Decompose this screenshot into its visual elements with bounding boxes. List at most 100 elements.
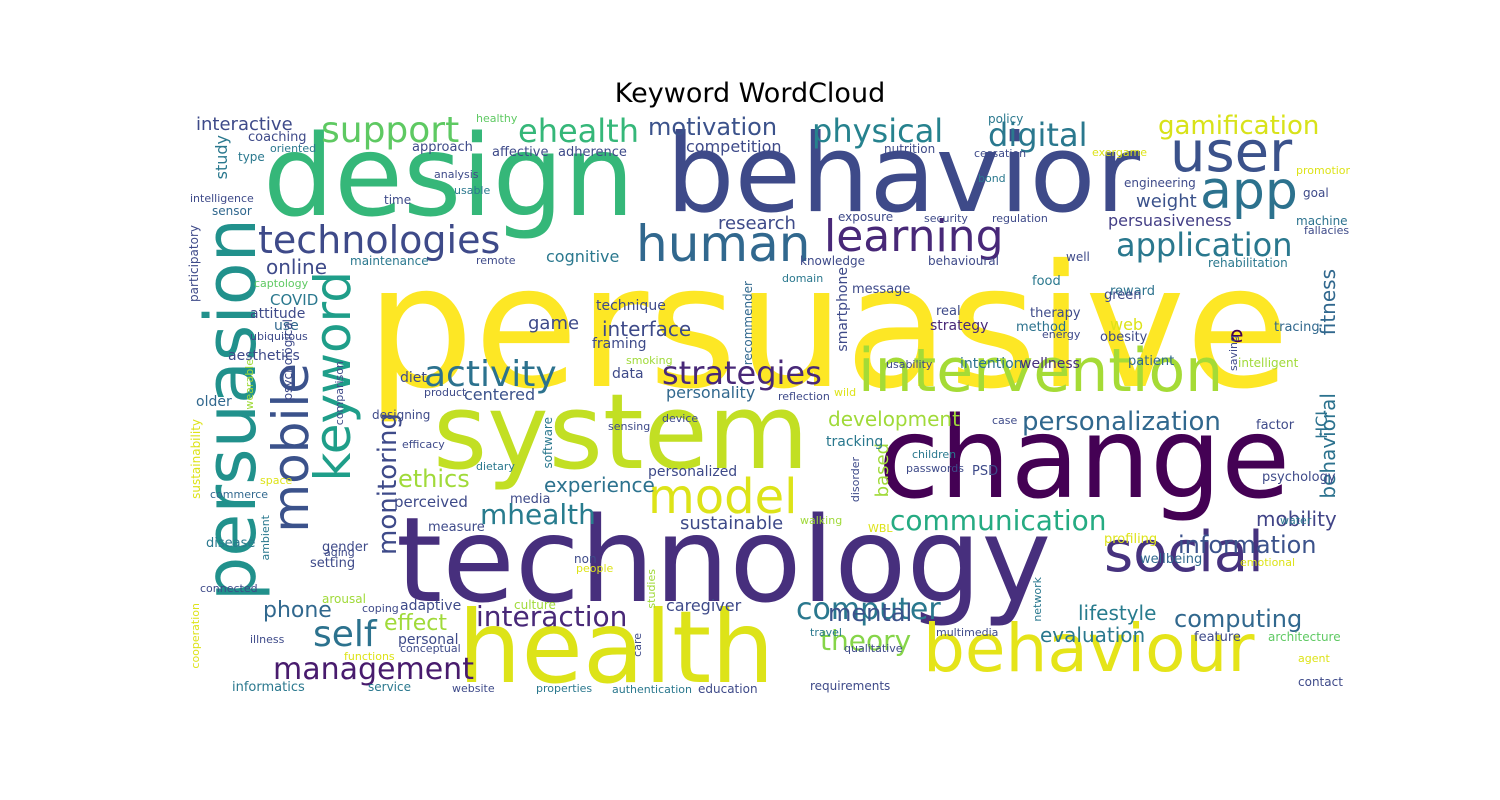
- word-motivation: motivation: [648, 113, 778, 141]
- word-framing: framing: [592, 336, 647, 352]
- word-exergame: exergame: [1092, 146, 1148, 159]
- word-activity: activity: [424, 354, 557, 395]
- word-analysis: analysis: [434, 168, 479, 181]
- word-behavior: behavior: [666, 113, 1141, 237]
- word-network: network: [1031, 577, 1044, 622]
- word-adaptive: adaptive: [400, 598, 462, 614]
- word-wild: wild: [834, 386, 857, 399]
- word-mental: mental: [828, 599, 913, 627]
- word-diet: diet: [400, 370, 427, 386]
- word-strategies: strategies: [662, 354, 822, 392]
- word-qualitative: qualitative: [844, 642, 903, 655]
- word-disease: disease: [206, 536, 256, 551]
- word-water: water: [1280, 514, 1312, 527]
- word-agent: agent: [1298, 652, 1330, 665]
- word-wellbeing: wellbeing: [1140, 552, 1203, 567]
- word-efficacy: efficacy: [402, 438, 445, 451]
- word-message: message: [852, 282, 911, 297]
- word-green: green: [1104, 288, 1142, 303]
- word-comparison: comparison: [333, 361, 346, 426]
- word-therapy: therapy: [1030, 306, 1081, 321]
- word-personalized: personalized: [648, 464, 738, 480]
- word-ehealth: ehealth: [518, 113, 639, 150]
- word-psychological: psychological: [281, 319, 295, 401]
- word-obesity: obesity: [1100, 330, 1148, 345]
- word-user: user: [1170, 120, 1293, 185]
- word-mobility: mobility: [1256, 507, 1337, 531]
- word-media: media: [510, 492, 551, 507]
- word-service: service: [368, 680, 411, 694]
- word-approach: approach: [412, 140, 473, 155]
- word-designing: designing: [372, 408, 431, 422]
- word-self: self: [313, 614, 377, 655]
- figure-title: Keyword WordCloud: [614, 78, 886, 109]
- word-intention: intention: [960, 356, 1023, 372]
- word-walking: walking: [800, 514, 843, 527]
- word-perceived: perceived: [394, 493, 468, 511]
- word-properties: properties: [536, 682, 593, 695]
- word-tracing: tracing: [1274, 320, 1320, 335]
- word-cognitive: cognitive: [546, 247, 620, 266]
- word-adherence: adherence: [558, 145, 627, 160]
- word-nutrition: nutrition: [884, 142, 936, 156]
- word-study: study: [212, 135, 231, 180]
- word-health: health: [458, 589, 775, 696]
- word-coaching: coaching: [248, 130, 307, 145]
- word-tracking: tracking: [826, 434, 884, 450]
- word-non: non: [574, 552, 597, 566]
- word-caregiver: caregiver: [666, 596, 742, 615]
- word-communication: communication: [890, 504, 1107, 537]
- word-smoking: smoking: [626, 354, 673, 367]
- word-sustainable: sustainable: [680, 513, 784, 534]
- word-usability: usability: [886, 358, 933, 371]
- word-intelligence: intelligence: [190, 192, 254, 205]
- word-system: system: [433, 371, 809, 493]
- word-healthy: healthy: [476, 113, 518, 125]
- word-competition: competition: [686, 137, 782, 156]
- word-type: type: [238, 150, 265, 164]
- word-machine: machine: [1296, 214, 1348, 228]
- word-gender: gender: [322, 540, 369, 555]
- word-persuasiveness: persuasiveness: [1108, 211, 1232, 230]
- word-centered: centered: [464, 385, 536, 404]
- word-measure: measure: [428, 520, 485, 535]
- word-hci: HCI: [1312, 411, 1331, 439]
- word-profiling: profiling: [1104, 532, 1158, 547]
- word-exposure: exposure: [838, 210, 894, 224]
- word-sustainability: sustainability: [189, 419, 203, 499]
- word-education: education: [698, 682, 758, 695]
- word-aging: aging: [324, 546, 355, 559]
- word-weight: weight: [1136, 191, 1197, 212]
- word-smartphone: smartphone: [835, 267, 851, 352]
- word-data: data: [612, 366, 644, 382]
- word-technologies: technologies: [258, 218, 501, 262]
- word-informatics: informatics: [232, 680, 305, 695]
- word-interaction: interaction: [476, 600, 628, 633]
- word-intelligent: intelligent: [1238, 356, 1299, 370]
- word-maintenance: maintenance: [350, 254, 429, 268]
- word-conceptual: conceptual: [400, 642, 461, 655]
- word-connected: connected: [200, 582, 258, 595]
- word-multimedia: multimedia: [936, 626, 999, 639]
- word-human: human: [636, 215, 811, 273]
- word-management: management: [273, 652, 474, 687]
- word-computer: computer: [796, 592, 941, 627]
- word-cessation: cessation: [974, 147, 1027, 160]
- word-information: information: [1178, 531, 1317, 559]
- word-development: development: [828, 407, 960, 431]
- word-factor: factor: [1256, 418, 1295, 433]
- word-support: support: [321, 113, 460, 151]
- word-e: e: [1230, 323, 1244, 348]
- word-remote: remote: [476, 254, 516, 267]
- word-application: application: [1116, 226, 1293, 264]
- word-disorder: disorder: [849, 457, 862, 503]
- word-security: security: [924, 212, 968, 225]
- word-passwords: passwords: [906, 462, 964, 475]
- word-wellness: wellness: [1020, 356, 1080, 372]
- word-sensing: sensing: [608, 420, 651, 433]
- word-ambient: ambient: [259, 515, 272, 561]
- word-digital: digital: [988, 116, 1088, 154]
- word-aesthetics: aesthetics: [228, 348, 300, 364]
- word-social: social: [1104, 520, 1264, 585]
